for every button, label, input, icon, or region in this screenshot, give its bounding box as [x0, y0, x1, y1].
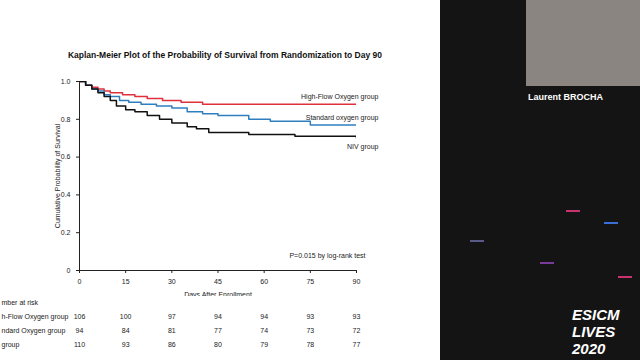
svg-text:Standard oxygen group: Standard oxygen group [306, 114, 379, 122]
html-text:LIVES: LIVES [572, 323, 616, 340]
svg-text:90: 90 [353, 278, 361, 285]
svg-text:72: 72 [353, 327, 361, 334]
svg-text:h-Flow Oxygen group: h-Flow Oxygen group [2, 313, 69, 321]
html-text:Laurent BROCHA: Laurent BROCHA [528, 92, 603, 102]
svg-text:106: 106 [74, 313, 86, 320]
svg-text:Days After Enrollment: Days After Enrollment [184, 290, 252, 298]
svg-text:80: 80 [214, 341, 222, 348]
svg-text:93: 93 [353, 313, 361, 320]
svg-text:0: 0 [67, 267, 71, 274]
svg-text:High-Flow Oxygen group: High-Flow Oxygen group [301, 93, 379, 101]
svg-text:84: 84 [122, 327, 130, 334]
svg-text:77: 77 [214, 327, 222, 334]
html-text:Kaplan-Meier Plot of the Proba: Kaplan-Meier Plot of the Probability of … [68, 50, 382, 60]
svg-text:78: 78 [306, 341, 314, 348]
html-text:2020: 2020 [572, 340, 606, 357]
svg-text:P=0.015 by log-rank test: P=0.015 by log-rank test [289, 252, 365, 260]
svg-text:74: 74 [260, 327, 268, 334]
svg-text:86: 86 [168, 341, 176, 348]
svg-text:94: 94 [260, 313, 268, 320]
svg-text:0.6: 0.6 [61, 153, 71, 160]
svg-text:30: 30 [168, 278, 176, 285]
html-text:ESICM: ESICM [572, 306, 620, 323]
svg-text:45: 45 [214, 278, 222, 285]
svg-text:Cumulative Probability of Surv: Cumulative Probability of Survival [54, 123, 62, 228]
svg-text:mber at risk: mber at risk [2, 299, 39, 306]
svg-text:93: 93 [306, 313, 314, 320]
svg-text:79: 79 [260, 341, 268, 348]
svg-text:ndard Oxygen group: ndard Oxygen group [2, 327, 66, 335]
svg-text:0: 0 [78, 278, 82, 285]
svg-text:15: 15 [122, 278, 130, 285]
svg-text:60: 60 [260, 278, 268, 285]
svg-text:75: 75 [306, 278, 314, 285]
svg-text:NIV group: NIV group [347, 143, 379, 151]
svg-text:81: 81 [168, 327, 176, 334]
svg-text:group: group [2, 341, 20, 349]
svg-text:0.4: 0.4 [61, 191, 71, 198]
svg-text:94: 94 [214, 313, 222, 320]
svg-text:77: 77 [353, 341, 361, 348]
svg-text:1.0: 1.0 [61, 78, 71, 85]
svg-text:97: 97 [168, 313, 176, 320]
svg-text:94: 94 [76, 327, 84, 334]
svg-text:100: 100 [120, 313, 132, 320]
svg-text:0.8: 0.8 [61, 116, 71, 123]
svg-text:93: 93 [122, 341, 130, 348]
svg-text:73: 73 [306, 327, 314, 334]
svg-text:0.2: 0.2 [61, 229, 71, 236]
svg-text:110: 110 [74, 341, 85, 348]
